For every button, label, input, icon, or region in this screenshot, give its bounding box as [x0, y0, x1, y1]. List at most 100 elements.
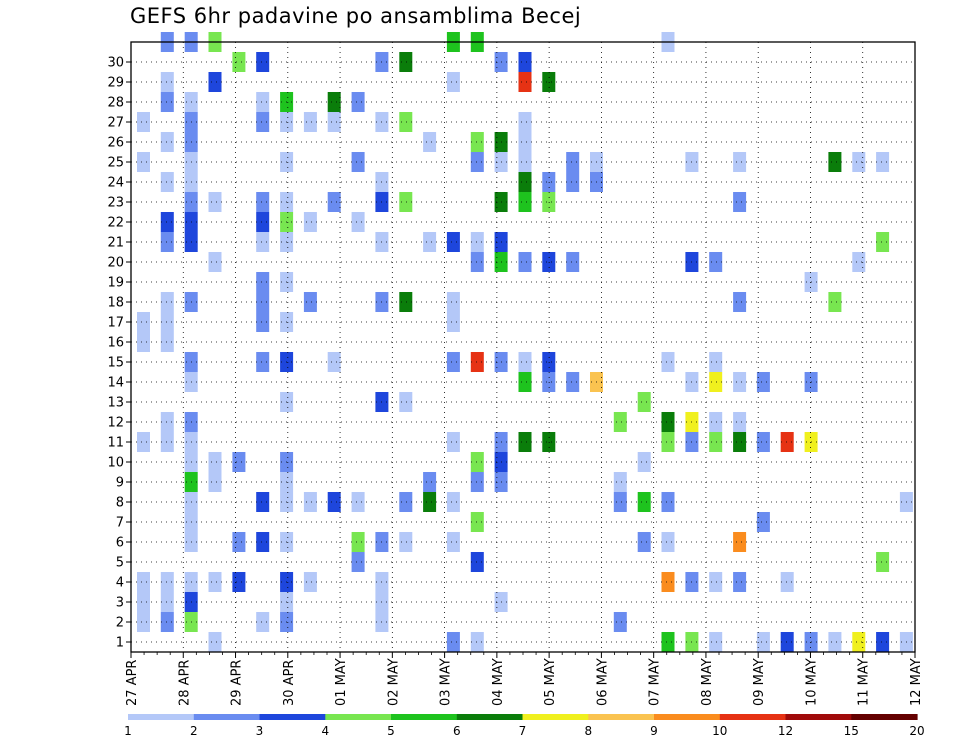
colorbar-segment — [193, 714, 261, 720]
heatmap-cell — [709, 572, 723, 592]
y-tick-label: 25 — [107, 156, 124, 171]
heatmap-cell — [709, 412, 723, 432]
heatmap-cell — [327, 112, 341, 132]
x-tick-label: 29 APR — [230, 660, 245, 706]
colorbar-label: 3 — [256, 724, 264, 738]
heatmap-cell — [446, 632, 460, 652]
heatmap-cell — [399, 532, 413, 552]
heatmap-cell — [256, 532, 270, 552]
y-tick-label: 14 — [107, 376, 124, 391]
heatmap-cell — [733, 192, 747, 212]
heatmap-cell — [208, 192, 222, 212]
heatmap-cell — [232, 532, 246, 552]
x-tick-label: 10 MAY — [804, 658, 819, 706]
heatmap-cell — [399, 112, 413, 132]
heatmap-cell — [256, 492, 270, 512]
heatmap-cell — [780, 632, 794, 652]
colorbar-segment — [259, 714, 326, 720]
heatmap-cell — [661, 532, 675, 552]
x-tick-label: 05 MAY — [543, 658, 558, 706]
x-tick-label: 28 APR — [177, 660, 192, 706]
colorbar-segment — [325, 714, 392, 720]
y-tick-label: 5 — [116, 556, 124, 571]
heatmap-cell — [709, 432, 723, 452]
y-tick-label: 20 — [107, 256, 124, 271]
heatmap-cell — [733, 572, 747, 592]
heatmap-cell — [566, 152, 580, 172]
heatmap-cell — [160, 432, 174, 452]
y-tick-label: 13 — [107, 396, 124, 411]
heatmap-cell — [613, 612, 627, 632]
y-tick-label: 10 — [107, 456, 124, 471]
colorbar-segment — [391, 714, 458, 720]
heatmap-cell — [208, 472, 222, 492]
heatmap-cell — [756, 512, 770, 532]
colorbar-label: 5 — [387, 724, 395, 738]
heatmap-cell — [327, 192, 341, 212]
heatmap-cell — [518, 172, 532, 192]
heatmap-cell — [160, 72, 174, 92]
y-tick-label: 23 — [107, 196, 124, 211]
heatmap-cell — [518, 252, 532, 272]
x-tick-label: 12 MAY — [909, 658, 924, 706]
heatmap-cell — [137, 592, 150, 612]
colorbar-segment — [588, 714, 655, 720]
heatmap-cell — [160, 312, 174, 332]
heatmap-cell — [399, 492, 413, 512]
heatmap-cell — [709, 252, 723, 272]
heatmap-cell — [303, 112, 317, 132]
heatmap-cell — [137, 432, 150, 452]
heatmap-cell — [208, 252, 222, 272]
colorbar-segment — [785, 714, 852, 720]
y-tick-label: 7 — [116, 516, 124, 531]
heatmap-cell — [399, 292, 413, 312]
heatmap-cell — [208, 572, 222, 592]
heatmap-cell — [661, 492, 675, 512]
heatmap-cell — [160, 612, 174, 632]
y-tick-label: 15 — [107, 356, 124, 371]
y-tick-label: 11 — [107, 436, 124, 451]
heatmap-cell — [733, 432, 747, 452]
heatmap-cell — [876, 552, 890, 572]
heatmap-cell — [661, 432, 675, 452]
grid-lines — [131, 42, 915, 652]
y-tick-label: 3 — [116, 596, 124, 611]
heatmap-cell — [470, 152, 484, 172]
y-tick-label: 1 — [116, 636, 124, 651]
heatmap-cell — [709, 352, 723, 372]
heatmap-cell — [351, 552, 365, 572]
heatmap-cell — [446, 232, 460, 252]
colorbar-label: 8 — [584, 724, 592, 738]
x-tick-label: 30 APR — [282, 660, 297, 706]
colorbar-label: 7 — [519, 724, 527, 738]
heatmap-cell — [351, 532, 365, 552]
y-axis: 1234567891011121314151617181920212223242… — [107, 56, 131, 651]
y-tick-label: 24 — [107, 176, 124, 191]
heatmap-cell — [756, 632, 770, 652]
y-tick-label: 6 — [116, 536, 124, 551]
heatmap-cell — [327, 92, 341, 112]
heatmap-cell — [423, 132, 437, 152]
heatmap-cell — [303, 292, 317, 312]
heatmap-cell — [160, 232, 174, 252]
heatmap-cell — [828, 152, 842, 172]
colorbar-segment — [654, 714, 721, 720]
x-tick-label: 02 MAY — [386, 658, 401, 706]
y-tick-label: 9 — [116, 476, 124, 491]
x-tick-label: 06 MAY — [595, 658, 610, 706]
heatmap-cell — [661, 572, 675, 592]
colorbar-label: 9 — [650, 724, 658, 738]
heatmap-cell — [518, 72, 532, 92]
heatmap-cell — [256, 112, 270, 132]
heatmap-cell — [470, 452, 484, 472]
heatmap-cell — [137, 612, 150, 632]
colorbar-segment — [128, 714, 195, 720]
heatmap-cell — [518, 112, 532, 132]
y-tick-label: 2 — [116, 616, 124, 631]
heatmap-cell — [470, 512, 484, 532]
x-tick-label: 09 MAY — [752, 658, 767, 706]
heatmap-cell — [303, 212, 317, 232]
y-tick-label: 8 — [116, 496, 124, 511]
y-tick-label: 28 — [107, 96, 124, 111]
y-tick-label: 16 — [107, 336, 124, 351]
